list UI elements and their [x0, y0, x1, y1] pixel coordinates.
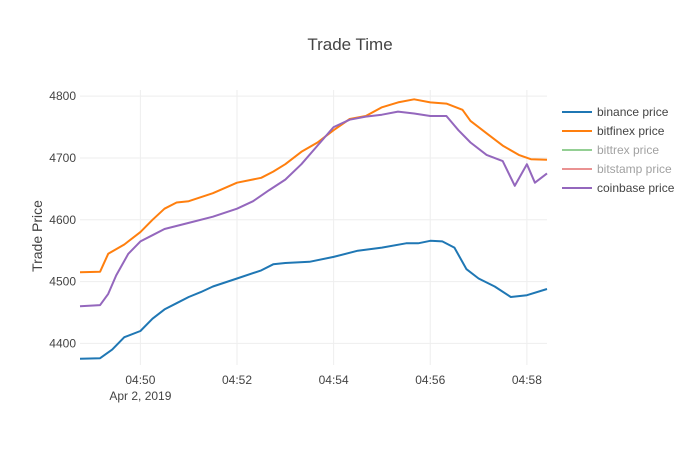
y-tick-labels: 4400 4500 4600 4700 4800: [49, 89, 76, 350]
legend-label: bitfinex price: [597, 124, 665, 138]
y-tick-label: 4500: [49, 275, 76, 289]
y-tick-label: 4700: [49, 151, 76, 165]
y-tick-label: 4600: [49, 213, 76, 227]
x-tick-label: 04:50: [125, 373, 155, 387]
legend-label: bitstamp price: [597, 162, 672, 176]
legend-item-bitfinex-price[interactable]: bitfinex price: [562, 124, 665, 138]
x-tick-date-label: Apr 2, 2019: [109, 389, 171, 403]
x-tick-label: 04:58: [512, 373, 542, 387]
legend-label: coinbase price: [597, 181, 675, 195]
y-tick-label: 4400: [49, 336, 76, 350]
x-tick-label: 04:56: [415, 373, 445, 387]
grid-lines: [80, 90, 547, 365]
legend-label: binance price: [597, 105, 669, 119]
legend-item-coinbase-price[interactable]: coinbase price: [562, 181, 675, 195]
chart-title: Trade Time: [307, 35, 392, 54]
legend-item-bittrex-price[interactable]: bittrex price: [562, 143, 659, 157]
series-line-binance-price: [79, 239, 548, 360]
legend-item-binance-price[interactable]: binance price: [562, 105, 669, 119]
legend-label: bittrex price: [597, 143, 659, 157]
x-tick-labels: 04:50 Apr 2, 2019 04:52 04:54 04:56 04:58: [109, 373, 542, 403]
x-tick-label: 04:54: [319, 373, 349, 387]
x-tick-label: 04:52: [222, 373, 252, 387]
series-line-bitfinex-price: [79, 98, 548, 274]
y-tick-label: 4800: [49, 89, 76, 103]
legend-item-bitstamp-price[interactable]: bitstamp price: [562, 162, 672, 176]
legend[interactable]: binance price bitfinex price bittrex price…: [562, 105, 675, 195]
y-axis-label: Trade Price: [29, 200, 45, 272]
series-line-coinbase-price: [79, 110, 548, 308]
series-lines: [79, 98, 548, 360]
